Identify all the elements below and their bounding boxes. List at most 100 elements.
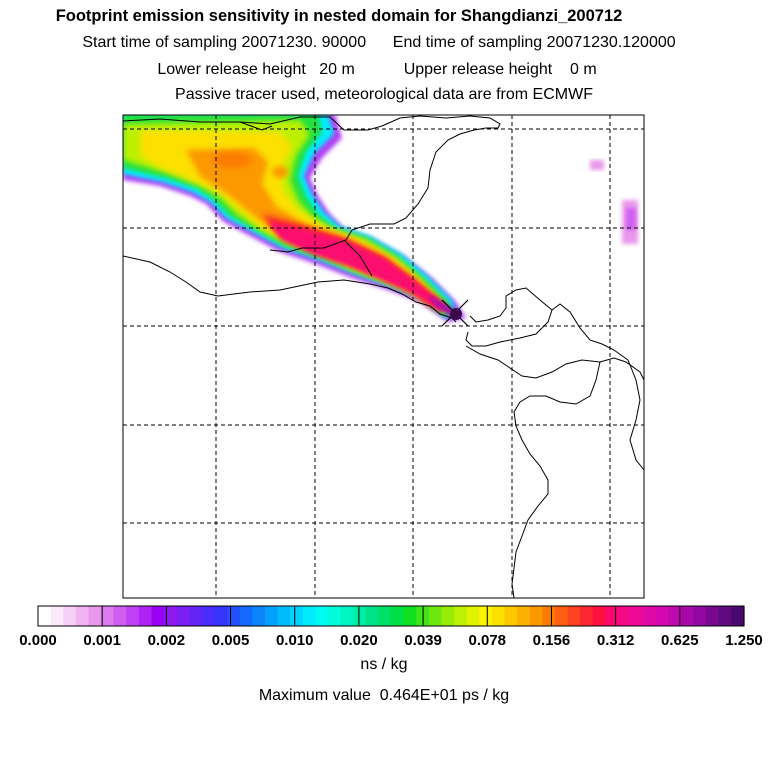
colorbar-tick-label: 0.010: [276, 632, 314, 649]
colorbar-block: [605, 606, 619, 626]
colorbar-unit: ns / kg: [360, 656, 408, 673]
start-time-value: 20071230. 90000: [241, 34, 367, 51]
boundary-north-east: [239, 121, 273, 131]
colorbar-block: [592, 606, 606, 626]
colorbar-tick-label: 1.250: [725, 632, 763, 649]
colorbar-block: [580, 606, 594, 626]
colorbar-block: [63, 606, 77, 626]
sampling-times: Start time of sampling 20071230. 90000 E…: [0, 34, 763, 52]
colorbar-block: [693, 606, 707, 626]
colorbar-block: [567, 606, 581, 626]
release-heights: Lower release height 20 m Upper release …: [0, 61, 761, 79]
colorbar-block: [38, 606, 52, 626]
colorbar-block: [113, 606, 127, 626]
patch-east-1: [590, 160, 604, 170]
colorbar-block: [454, 606, 468, 626]
map-frame: [122, 114, 645, 599]
boundary-northeast-china: [269, 115, 501, 253]
colorbar-block: [706, 606, 720, 626]
colorbar-block: [126, 606, 140, 626]
lower-release-value: 20 m: [319, 61, 355, 78]
colorbar-tick-label: 0.000: [19, 632, 57, 649]
colorbar-block: [668, 606, 682, 626]
end-time-label: End time of sampling: [392, 34, 543, 51]
colorbar: 0.000 0.001 0.002 0.005 0.010 0.020 0.039 0.078…: [19, 605, 763, 649]
maximum-value-unit: ps / kg: [462, 687, 510, 704]
colorbar-block: [189, 606, 203, 626]
boundary-mongolia: [123, 116, 345, 131]
colorbar-tick-label: 0.002: [148, 632, 186, 649]
colorbar-block: [302, 606, 316, 626]
colorbar-block: [466, 606, 480, 626]
colorbar-block: [630, 606, 644, 626]
patch-east-3: [626, 208, 636, 230]
colorbar-block: [327, 606, 342, 626]
colorbar-block: [75, 606, 90, 626]
coastline-south: [511, 361, 601, 598]
colorbar-block: [491, 606, 506, 626]
colorbar-block: [315, 606, 329, 626]
coastline-korea: [627, 359, 644, 471]
colorbar-block: [50, 606, 64, 626]
chart-title: Footprint emission sensitivity in nested…: [55, 7, 623, 25]
colorbar-block: [391, 606, 405, 626]
end-time-value: 20071230.120000: [546, 34, 676, 51]
start-time-label: Start time of sampling: [82, 34, 238, 51]
coastline-shandong: [465, 345, 644, 381]
colorbar-block: [718, 606, 732, 626]
boundary-inner: [123, 255, 457, 323]
colorbar-block: [353, 606, 367, 626]
colorbar-block: [252, 606, 266, 626]
upper-release-label: Upper release height: [403, 61, 553, 78]
colorbar-block: [138, 606, 153, 626]
colorbar-block: [428, 606, 443, 626]
colorbar-tick-label: 0.078: [468, 632, 506, 649]
colorbar-block: [403, 606, 417, 626]
colorbar-tick-label: 0.625: [661, 632, 699, 649]
colorbar-block: [680, 606, 695, 626]
colorbar-block: [441, 606, 455, 626]
colorbar-tick-label: 0.001: [83, 632, 121, 649]
colorbar-block: [517, 606, 531, 626]
upper-release-value: 0 m: [570, 61, 597, 78]
colorbar-block: [227, 606, 241, 626]
colorbar-block: [479, 606, 493, 626]
colorbar-block: [101, 606, 115, 626]
coastline-bohai: [465, 287, 553, 347]
tracer-note: Passive tracer used, meteorological data…: [175, 86, 593, 103]
colorbar-tick-label: 0.005: [212, 632, 250, 649]
coastline-korea-bay: [551, 303, 629, 361]
colorbar-block: [529, 606, 543, 626]
colorbar-block: [655, 606, 669, 626]
orange-patch: [212, 152, 252, 168]
maximum-value: Maximum value 0.464E+01 ps / kg: [0, 687, 768, 705]
colorbar-block: [378, 606, 392, 626]
colorbar-tick-label: 0.020: [340, 632, 378, 649]
colorbar-block: [340, 606, 354, 626]
colorbar-block: [264, 606, 279, 626]
orange-patch-2: [272, 166, 288, 178]
colorbar-tick-label: 0.156: [533, 632, 571, 649]
colorbar-block: [88, 606, 102, 626]
colorbar-block: [176, 606, 190, 626]
map-grid: [123, 115, 644, 598]
colorbar-block: [554, 606, 569, 626]
receptor-marker: [441, 299, 469, 327]
colorbar-tick-label: 0.312: [597, 632, 635, 649]
colorbar-block: [290, 606, 304, 626]
colorbar-block: [164, 606, 178, 626]
colorbar-block: [504, 606, 518, 626]
colorbar-block: [365, 606, 379, 626]
plume-band-magenta: [268, 222, 448, 312]
colorbar-block: [617, 606, 632, 626]
colorbar-block: [643, 606, 657, 626]
maximum-value-number: 0.464E+01: [379, 687, 458, 704]
colorbar-tick-label: 0.039: [404, 632, 442, 649]
colorbar-block: [201, 606, 216, 626]
colorbar-block: [239, 606, 253, 626]
colorbar-block: [731, 606, 745, 626]
plume-layer: [123, 115, 638, 322]
colorbar-block: [277, 606, 291, 626]
boundaries: [123, 115, 644, 598]
